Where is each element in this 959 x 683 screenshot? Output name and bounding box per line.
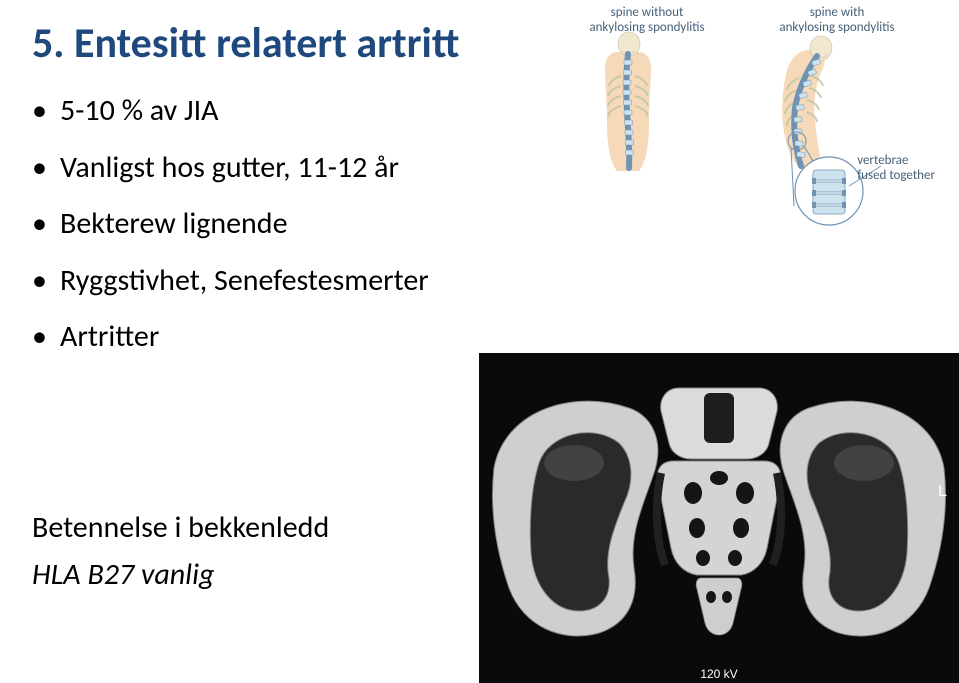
ct-kv-label: 120 kV [700,667,737,681]
footer-line2: HLA B27 vanlig [32,556,329,593]
label-text: spine without [611,5,684,20]
label-text: ankylosing spondylitis [779,20,894,35]
spine-svg [529,6,929,236]
list-item: Ryggstivhet, Senefestesmerter [32,261,927,302]
ct-side-marker: L [938,483,947,501]
list-item: Artritter [32,317,927,358]
footer-line1: Betennelse i bekkenledd [32,509,329,546]
spine-label-without: spine without ankylosing spondylitis [577,6,717,36]
slide: 5. Entesitt relatert artritt 5-10 % av J… [0,0,959,683]
label-text: ankylosing spondylitis [589,20,704,35]
ct-scan-image: L 120 kV [479,353,959,683]
label-text: vertebrae [857,153,908,168]
ct-svg [479,353,959,683]
label-text: spine with [810,5,865,20]
label-text: fused together [857,168,935,183]
spine-label-with: spine with ankylosing spondylitis [767,6,907,36]
footer-text: Betennelse i bekkenledd HLA B27 vanlig [32,509,329,593]
spine-detail-label: vertebrae fused together [857,154,935,184]
spine-diagram: spine without ankylosing spondylitis spi… [529,6,929,236]
